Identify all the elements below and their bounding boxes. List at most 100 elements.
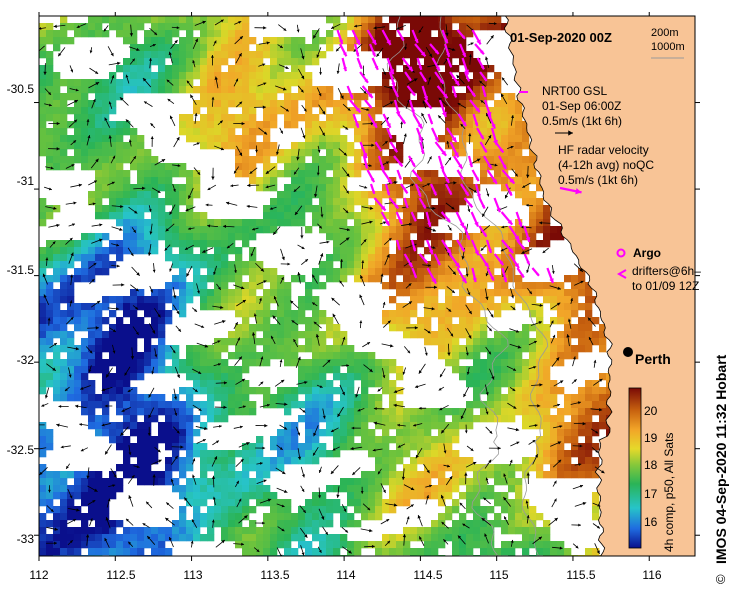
sst-cell bbox=[417, 219, 425, 227]
sst-cell bbox=[95, 149, 103, 157]
sst-cell bbox=[284, 345, 292, 353]
velocity-vector-head bbox=[91, 279, 95, 282]
sst-cell bbox=[333, 268, 341, 276]
sst-cell bbox=[151, 289, 159, 297]
velocity-vector-head bbox=[174, 412, 178, 416]
sst-cell bbox=[263, 163, 271, 171]
sst-cell bbox=[354, 373, 362, 381]
sst-cell bbox=[179, 534, 187, 542]
sst-cell bbox=[480, 359, 488, 367]
sst-cell bbox=[480, 492, 488, 500]
sst-cell bbox=[459, 464, 467, 472]
sst-cell bbox=[263, 485, 271, 493]
velocity-vector-head bbox=[316, 172, 320, 176]
sst-cell bbox=[466, 254, 474, 262]
sst-cell bbox=[459, 345, 467, 353]
sst-cell bbox=[144, 198, 152, 206]
velocity-vector-head bbox=[269, 207, 273, 210]
sst-cell bbox=[473, 156, 481, 164]
sst-cell bbox=[193, 268, 201, 276]
sst-cell bbox=[158, 352, 166, 360]
sst-cell bbox=[249, 121, 257, 129]
velocity-vector-head bbox=[337, 413, 341, 418]
sst-cell bbox=[375, 457, 383, 465]
velocity-vector-head bbox=[120, 432, 124, 436]
sst-cell bbox=[382, 548, 390, 556]
sst-cell bbox=[291, 198, 299, 206]
sst-cell bbox=[445, 492, 453, 500]
sst-cell bbox=[438, 135, 446, 143]
sst-cell bbox=[417, 429, 425, 437]
sst-cell bbox=[186, 135, 194, 143]
sst-cell bbox=[410, 86, 418, 94]
sst-cell bbox=[417, 422, 425, 430]
sst-cell bbox=[508, 548, 516, 556]
sst-cell bbox=[144, 541, 152, 549]
velocity-vector-head bbox=[218, 286, 221, 290]
sst-cell bbox=[445, 198, 453, 206]
sst-cell bbox=[60, 331, 68, 339]
velocity-vector-head bbox=[488, 135, 492, 139]
velocity-vector-head bbox=[234, 170, 237, 174]
sst-cell bbox=[102, 394, 110, 402]
sst-cell bbox=[326, 177, 334, 185]
sst-cell bbox=[214, 492, 222, 500]
sst-cell bbox=[417, 450, 425, 458]
sst-cell bbox=[487, 548, 495, 556]
sst-cell bbox=[242, 289, 250, 297]
velocity-vector-head bbox=[529, 291, 532, 295]
velocity-vector-head bbox=[58, 404, 62, 408]
sst-cell bbox=[333, 107, 341, 115]
sst-cell bbox=[354, 254, 362, 262]
sst-cell bbox=[109, 72, 117, 80]
sst-cell bbox=[550, 422, 558, 430]
sst-cell bbox=[459, 366, 467, 374]
velocity-vector-head bbox=[539, 303, 543, 307]
sst-cell bbox=[130, 72, 138, 80]
velocity-vector-head bbox=[465, 352, 469, 356]
sst-cell bbox=[564, 338, 572, 346]
sst-cell bbox=[256, 548, 264, 556]
sst-cell bbox=[46, 324, 54, 332]
sst-cell bbox=[298, 219, 306, 227]
sst-cell bbox=[389, 310, 397, 318]
sst-cell bbox=[312, 58, 320, 66]
sst-cell bbox=[270, 282, 278, 290]
sst-cell bbox=[403, 205, 411, 213]
sst-cell bbox=[396, 436, 404, 444]
sst-cell bbox=[585, 401, 593, 409]
sst-cell bbox=[319, 373, 327, 381]
sst-cell bbox=[179, 429, 187, 437]
sst-cell bbox=[543, 373, 551, 381]
sst-cell bbox=[102, 415, 110, 423]
sst-cell bbox=[347, 443, 355, 451]
sst-cell bbox=[165, 296, 173, 304]
sst-cell bbox=[291, 527, 299, 535]
sst-cell bbox=[326, 387, 334, 395]
sst-cell bbox=[193, 345, 201, 353]
sst-cell bbox=[424, 247, 432, 255]
sst-cell bbox=[396, 408, 404, 416]
sst-cell bbox=[424, 310, 432, 318]
sst-cell bbox=[214, 394, 222, 402]
sst-cell bbox=[172, 30, 180, 38]
sst-cell bbox=[515, 219, 523, 227]
sst-cell bbox=[312, 436, 320, 444]
sst-cell bbox=[529, 212, 537, 220]
sst-cell bbox=[515, 373, 523, 381]
sst-cell bbox=[284, 163, 292, 171]
sst-cell bbox=[396, 492, 404, 500]
sst-cell bbox=[137, 191, 145, 199]
sst-cell bbox=[410, 275, 418, 283]
sst-cell bbox=[249, 58, 257, 66]
sst-cell bbox=[494, 471, 502, 479]
velocity-vector-head bbox=[201, 325, 205, 328]
sst-cell bbox=[466, 261, 474, 269]
sst-cell bbox=[487, 520, 495, 528]
sst-cell bbox=[368, 478, 376, 486]
sst-cell bbox=[361, 254, 369, 262]
sst-cell bbox=[291, 93, 299, 101]
velocity-vector-head bbox=[48, 103, 52, 107]
sst-cell bbox=[74, 513, 82, 521]
sst-cell bbox=[452, 478, 460, 486]
